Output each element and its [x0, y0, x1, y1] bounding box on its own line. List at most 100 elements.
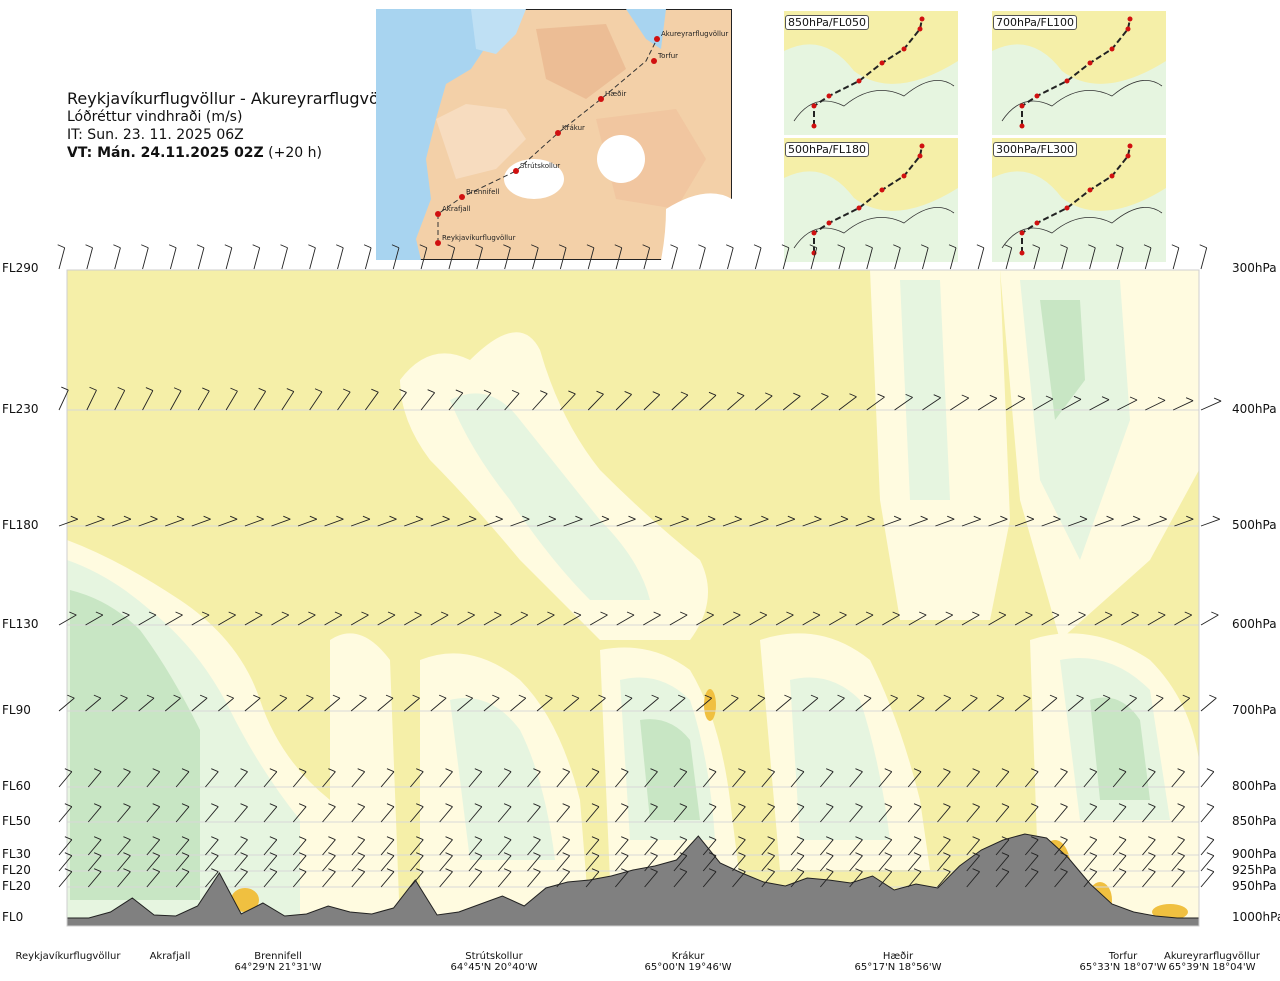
- wind-barb: [377, 611, 396, 626]
- wind-barb: [1200, 397, 1222, 411]
- wind-barb: [1068, 515, 1088, 527]
- wind-barb: [894, 393, 913, 411]
- waypoint-label: Akrafjall: [442, 205, 471, 213]
- variable-subtitle: Lóðréttur vindhraði (m/s): [67, 109, 243, 125]
- wind-barb: [146, 836, 161, 856]
- wind-barb: [1112, 836, 1127, 856]
- wind-barb: [614, 244, 623, 270]
- wind-barb: [138, 694, 155, 712]
- wind-barb: [1033, 395, 1054, 411]
- panel-waypoint: [901, 173, 907, 179]
- wind-barb: [85, 611, 104, 626]
- wind-barb: [1083, 803, 1098, 823]
- wind-barb: [146, 868, 161, 888]
- waypoint-label: Brennifell: [466, 188, 499, 196]
- level-panel: 700hPa/FL100: [992, 11, 1166, 135]
- wind-barb: [168, 244, 177, 270]
- wind-barb: [644, 868, 658, 888]
- wind-barb: [510, 515, 530, 527]
- wind-barb: [1054, 836, 1068, 856]
- wind-barb: [191, 611, 210, 626]
- wind-barb: [585, 836, 600, 856]
- wind-barb: [828, 611, 847, 626]
- panel-waypoint: [919, 143, 925, 149]
- wind-barb: [263, 803, 278, 823]
- wind-barb: [218, 515, 238, 527]
- location-label: Torfur 65°33'N 18°07'W: [1063, 951, 1183, 973]
- fl-level-label: FL90: [2, 703, 31, 717]
- panel-waypoint: [919, 16, 925, 22]
- wind-barb: [615, 868, 629, 888]
- wind-barb: [58, 611, 77, 626]
- panel-waypoint: [917, 153, 923, 159]
- wind-barb: [191, 694, 208, 712]
- panel-waypoint: [1087, 187, 1093, 193]
- level-panel: 300hPa/FL300: [992, 138, 1166, 262]
- wind-barb: [410, 852, 424, 872]
- level-panel-map: [992, 143, 1166, 262]
- wind-barb: [849, 803, 863, 823]
- wind-barb: [585, 852, 600, 872]
- wind-barb: [191, 515, 211, 527]
- wind-barb: [878, 852, 893, 872]
- wind-barb: [281, 388, 295, 411]
- wind-barb: [439, 868, 453, 888]
- updraft-zone: [450, 698, 555, 860]
- wind-barb: [907, 868, 922, 888]
- wind-barb: [205, 836, 219, 856]
- wind-barb: [616, 611, 635, 626]
- valid-time-offset: (+20 h): [268, 145, 322, 161]
- pressure-level-label: 925hPa: [1232, 863, 1277, 877]
- panel-waypoint: [811, 103, 817, 109]
- waypoint-label: Torfur: [657, 52, 678, 60]
- wind-barb: [205, 852, 219, 872]
- location-label: Hæðir 65°17'N 18°56'W: [838, 951, 958, 973]
- wind-barb: [590, 515, 610, 527]
- wind-barb: [430, 611, 449, 626]
- wind-barb: [585, 768, 600, 788]
- wind-barb: [146, 803, 161, 823]
- wind-barb: [1054, 852, 1068, 872]
- panel-waypoint: [1034, 220, 1040, 226]
- wind-barb: [1200, 868, 1215, 888]
- wind-barb: [252, 244, 261, 270]
- panel-waypoint: [1125, 153, 1131, 159]
- wind-barb: [1174, 515, 1194, 527]
- panel-waypoint: [1034, 93, 1040, 99]
- location-coord: 65°00'N 19°46'W: [644, 962, 732, 973]
- wind-barb: [527, 868, 541, 888]
- panel-waypoint: [1019, 230, 1025, 236]
- wind-barb: [726, 244, 734, 270]
- wind-barb: [1171, 852, 1185, 872]
- wind-barb: [351, 803, 366, 823]
- wind-barb: [988, 515, 1008, 527]
- wind-barb: [292, 836, 307, 856]
- wind-barb: [966, 868, 980, 888]
- wind-barb: [146, 852, 161, 872]
- wind-barb: [1147, 611, 1166, 626]
- wind-barb: [1117, 396, 1138, 411]
- wind-barb: [1014, 515, 1035, 527]
- wind-barb: [819, 768, 834, 788]
- wind-barb: [1032, 244, 1041, 270]
- wind-barb: [753, 244, 762, 270]
- wind-barb: [410, 836, 424, 856]
- wind-barb: [908, 515, 928, 527]
- fl-level-label: FL290: [2, 261, 39, 275]
- panel-waypoint: [1125, 26, 1131, 32]
- panel-waypoint: [811, 230, 817, 236]
- wind-barb: [1014, 694, 1031, 712]
- wind-barb: [483, 611, 502, 626]
- wind-barb: [391, 244, 400, 270]
- wind-barb: [1200, 515, 1220, 527]
- wind-barb: [170, 387, 182, 411]
- wind-barb: [878, 836, 893, 856]
- location-name: Krákur: [671, 951, 705, 962]
- wind-barb: [87, 868, 102, 888]
- panel-waypoint: [1087, 60, 1093, 66]
- wind-barb: [995, 836, 1010, 856]
- updraft-zone: [900, 280, 950, 500]
- wind-barb: [1083, 852, 1098, 872]
- wind-barb: [483, 515, 503, 527]
- wind-barb: [935, 515, 955, 527]
